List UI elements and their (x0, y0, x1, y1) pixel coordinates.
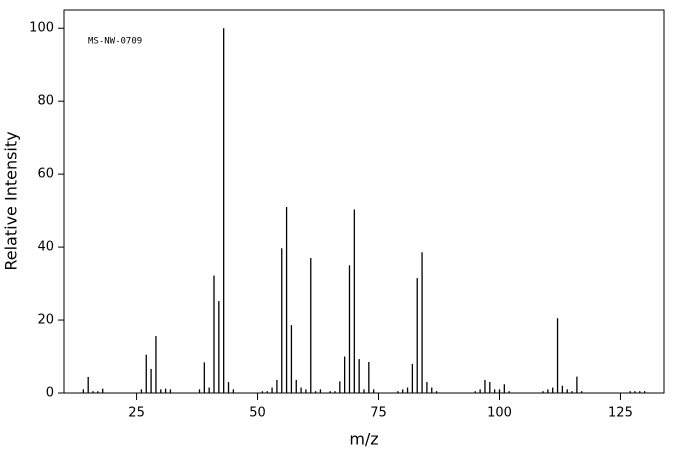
y-tick-label: 20 (37, 313, 54, 328)
y-tick-label: 0 (46, 386, 54, 401)
plot-frame (63, 9, 665, 394)
y-tick-label: 100 (29, 21, 54, 36)
y-tick-label: 60 (37, 167, 54, 182)
y-tick-label: 80 (37, 94, 54, 109)
x-tick-label: 125 (608, 406, 633, 421)
y-axis-label: Relative Intensity (2, 131, 21, 270)
x-tick-label: 75 (370, 406, 387, 421)
x-tick-label: 25 (128, 406, 145, 421)
y-tick-label: 40 (37, 240, 54, 255)
annotation: MS-NW-0709 (88, 37, 142, 47)
x-tick-label: 50 (249, 406, 266, 421)
x-tick-label: 100 (487, 406, 512, 421)
x-axis-label: m/z (349, 430, 378, 449)
